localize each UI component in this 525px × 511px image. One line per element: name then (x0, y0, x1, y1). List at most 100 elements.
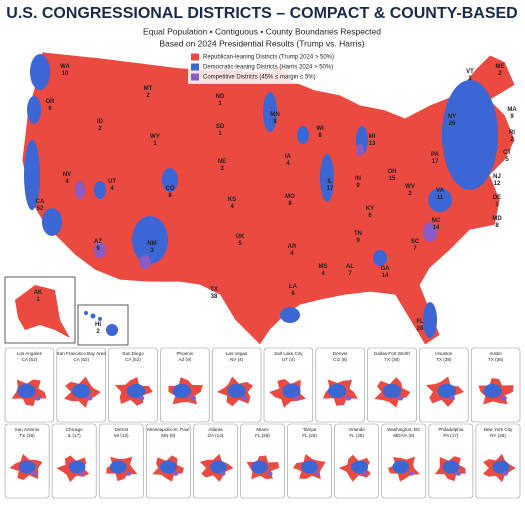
inset-city: Houston (435, 351, 453, 356)
state-abbr: MI (369, 134, 376, 140)
state-abbr: MA (507, 107, 517, 113)
inset-city: San Francisco Bay Area (57, 351, 107, 356)
inset-competitive (397, 395, 404, 401)
state-abbr: VT (466, 69, 474, 75)
inset-competitive (31, 471, 38, 476)
inset-city: Orlando (349, 427, 366, 432)
state-districts: 4 (321, 271, 325, 277)
inset-detail: FL (28) (349, 433, 364, 438)
state-abbr: HI (95, 322, 101, 328)
state-abbr: ME (496, 64, 505, 70)
mainland (21, 51, 516, 346)
state-abbr: IL (327, 179, 333, 185)
inset-city: San Antonio (15, 427, 40, 432)
state-abbr: MO (285, 194, 295, 200)
inset-dem-core (172, 383, 192, 399)
inset-competitive (361, 471, 367, 476)
legend-label: Competitive Districts (45% ≤ margin ≤ 5%… (203, 75, 316, 81)
state-districts: 7 (413, 246, 417, 252)
state-districts: 15 (389, 176, 396, 182)
state-districts: 12 (494, 181, 501, 187)
state-districts: 8 (288, 201, 292, 207)
inset-competitive (138, 395, 145, 401)
state-abbr: ID (97, 119, 104, 125)
hawaii-box (77, 304, 129, 346)
legend-label: Republican-leaning Districts (Trump 2024… (203, 55, 334, 61)
inset-city: New York City (484, 427, 513, 432)
inset-city: Atlanta (208, 427, 223, 432)
state-abbr: NC (432, 218, 441, 224)
state-districts: 2 (96, 329, 100, 335)
inset-dem-core (227, 383, 246, 399)
state-districts: 14 (433, 225, 440, 231)
state-districts: 7 (348, 271, 352, 277)
inset-detail: MN (8) (161, 433, 176, 438)
state-districts: 4 (286, 161, 290, 167)
inset-detail: CA (52) (22, 357, 38, 362)
inset-competitive (502, 471, 509, 476)
inset-dem-core (18, 460, 36, 474)
inset-city: Chicago (66, 427, 83, 432)
inset-detail: CA (52) (73, 357, 89, 362)
state-districts: 1 (495, 202, 499, 208)
inset-city: Philadelphia (438, 427, 463, 432)
state-abbr: CO (166, 186, 175, 192)
inset-dem-core (68, 460, 86, 474)
inset-competitive (220, 471, 226, 476)
state-districts: 1 (468, 76, 472, 82)
dem-areas (24, 54, 498, 338)
state-districts: 2 (408, 191, 412, 197)
state-districts: 1 (36, 297, 40, 303)
inset-detail: MD/VA (8) (393, 433, 414, 438)
state-abbr: FL (416, 319, 424, 325)
inset-detail: TX (38) (488, 357, 504, 362)
inset-competitive (189, 395, 197, 401)
state-districts: 5 (238, 241, 242, 247)
inset-dem-core (71, 383, 91, 399)
inset-competitive (293, 395, 300, 401)
inset-dem-core (126, 383, 146, 399)
inset-city: Minneapolis-St. Paul (147, 427, 189, 432)
state-districts: 2 (146, 93, 150, 99)
inset-detail: NY (26) (490, 433, 506, 438)
state-districts: 1 (153, 141, 157, 147)
state-abbr: IN (355, 176, 361, 182)
inset-dem-core (437, 383, 457, 399)
inset-city: Detroit (114, 427, 128, 432)
state-abbr: VA (436, 188, 445, 194)
state-districts: 9 (96, 246, 100, 252)
inset-city: San Diego (122, 351, 144, 356)
state-districts: 10 (62, 71, 69, 77)
state-abbr: WI (316, 126, 324, 132)
state-districts: 9 (356, 183, 360, 189)
state-abbr: PA (431, 152, 440, 158)
inset-city: Miami (256, 427, 268, 432)
state-abbr: AK (34, 290, 43, 296)
inset-dem-core (351, 460, 369, 474)
inset-city: Las Vegas (226, 351, 248, 356)
state-abbr: KY (366, 206, 374, 212)
state-abbr: CA (36, 199, 45, 205)
state-districts: 38 (211, 294, 218, 300)
state-abbr: WV (405, 184, 415, 190)
inset-dem-core (301, 460, 318, 474)
state-districts: 5 (505, 157, 509, 163)
state-abbr: CT (503, 150, 511, 156)
state-abbr: TX (210, 287, 218, 293)
inset-dem-core (282, 383, 301, 399)
inset-competitive (408, 471, 414, 476)
inset-detail: AZ (9) (178, 357, 191, 362)
inset-dem-core (492, 460, 510, 474)
inset-competitive (500, 395, 507, 401)
state-abbr: AR (288, 244, 297, 250)
state-abbr: OH (388, 169, 397, 175)
legend-swatch (191, 73, 199, 81)
